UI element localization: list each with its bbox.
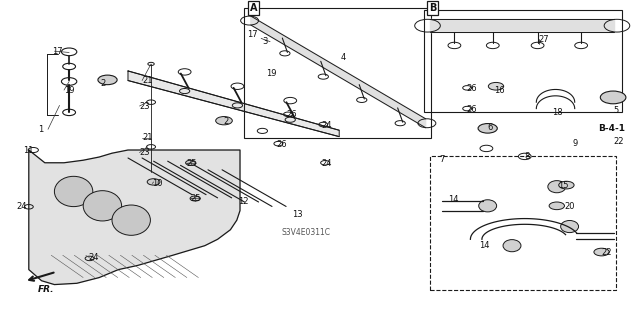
Text: 16: 16 — [494, 85, 505, 95]
Text: 26: 26 — [466, 84, 477, 93]
Text: 1: 1 — [38, 125, 44, 134]
Polygon shape — [430, 19, 614, 32]
Circle shape — [559, 181, 574, 189]
Text: 15: 15 — [558, 181, 568, 189]
Polygon shape — [251, 16, 426, 128]
Text: 24: 24 — [88, 253, 99, 262]
Circle shape — [600, 91, 626, 104]
Ellipse shape — [112, 205, 150, 235]
Text: 5: 5 — [613, 106, 618, 115]
Text: B-4-1: B-4-1 — [598, 124, 625, 133]
Circle shape — [478, 123, 497, 133]
Text: 26: 26 — [276, 140, 287, 149]
Ellipse shape — [479, 200, 497, 212]
Bar — [430, 156, 616, 290]
Text: 20: 20 — [564, 202, 575, 211]
Text: 7: 7 — [439, 155, 444, 164]
Ellipse shape — [561, 220, 579, 233]
Text: 11: 11 — [23, 145, 33, 154]
Circle shape — [186, 160, 196, 165]
Text: S3V4E0311C: S3V4E0311C — [282, 228, 330, 237]
Text: 17: 17 — [52, 47, 63, 56]
Text: 8: 8 — [525, 152, 530, 161]
Text: 24: 24 — [321, 159, 332, 168]
Bar — [424, 10, 622, 112]
Text: 25: 25 — [191, 194, 201, 203]
Text: 23: 23 — [140, 101, 150, 110]
Circle shape — [98, 75, 117, 85]
Text: 17: 17 — [247, 30, 258, 39]
Text: 22: 22 — [602, 248, 612, 257]
Ellipse shape — [83, 191, 122, 221]
Ellipse shape — [503, 240, 521, 252]
Polygon shape — [29, 150, 240, 285]
Circle shape — [549, 202, 564, 210]
Text: 24: 24 — [321, 121, 332, 130]
Ellipse shape — [54, 176, 93, 207]
Text: 24: 24 — [17, 202, 27, 211]
Text: 12: 12 — [238, 197, 248, 206]
Text: 26: 26 — [466, 105, 477, 114]
Text: 25: 25 — [187, 159, 197, 168]
Text: 23: 23 — [140, 148, 150, 157]
Text: 21: 21 — [142, 133, 152, 142]
Circle shape — [147, 179, 160, 185]
Circle shape — [216, 116, 232, 125]
Text: B: B — [429, 3, 436, 13]
Text: 19: 19 — [266, 69, 276, 78]
Text: 9: 9 — [573, 139, 578, 148]
Bar — [244, 8, 431, 138]
Text: 14: 14 — [479, 241, 489, 249]
Circle shape — [190, 196, 200, 201]
Text: 22: 22 — [613, 137, 623, 145]
Text: 4: 4 — [340, 53, 346, 62]
Text: 14: 14 — [448, 195, 458, 204]
Text: 19: 19 — [64, 85, 74, 95]
Ellipse shape — [548, 181, 566, 193]
Text: FR.: FR. — [38, 285, 54, 293]
Text: 21: 21 — [142, 76, 152, 85]
Text: 2: 2 — [100, 78, 106, 88]
Circle shape — [594, 248, 609, 256]
Text: 2: 2 — [224, 117, 229, 126]
Text: 18: 18 — [552, 108, 563, 117]
Text: 27: 27 — [539, 34, 550, 44]
Circle shape — [488, 82, 504, 90]
Text: 13: 13 — [292, 210, 303, 219]
Text: 10: 10 — [152, 179, 163, 188]
Text: 3: 3 — [262, 37, 268, 46]
Text: 6: 6 — [488, 123, 493, 132]
Text: A: A — [250, 3, 257, 13]
Text: 26: 26 — [287, 110, 298, 119]
Polygon shape — [128, 71, 339, 137]
